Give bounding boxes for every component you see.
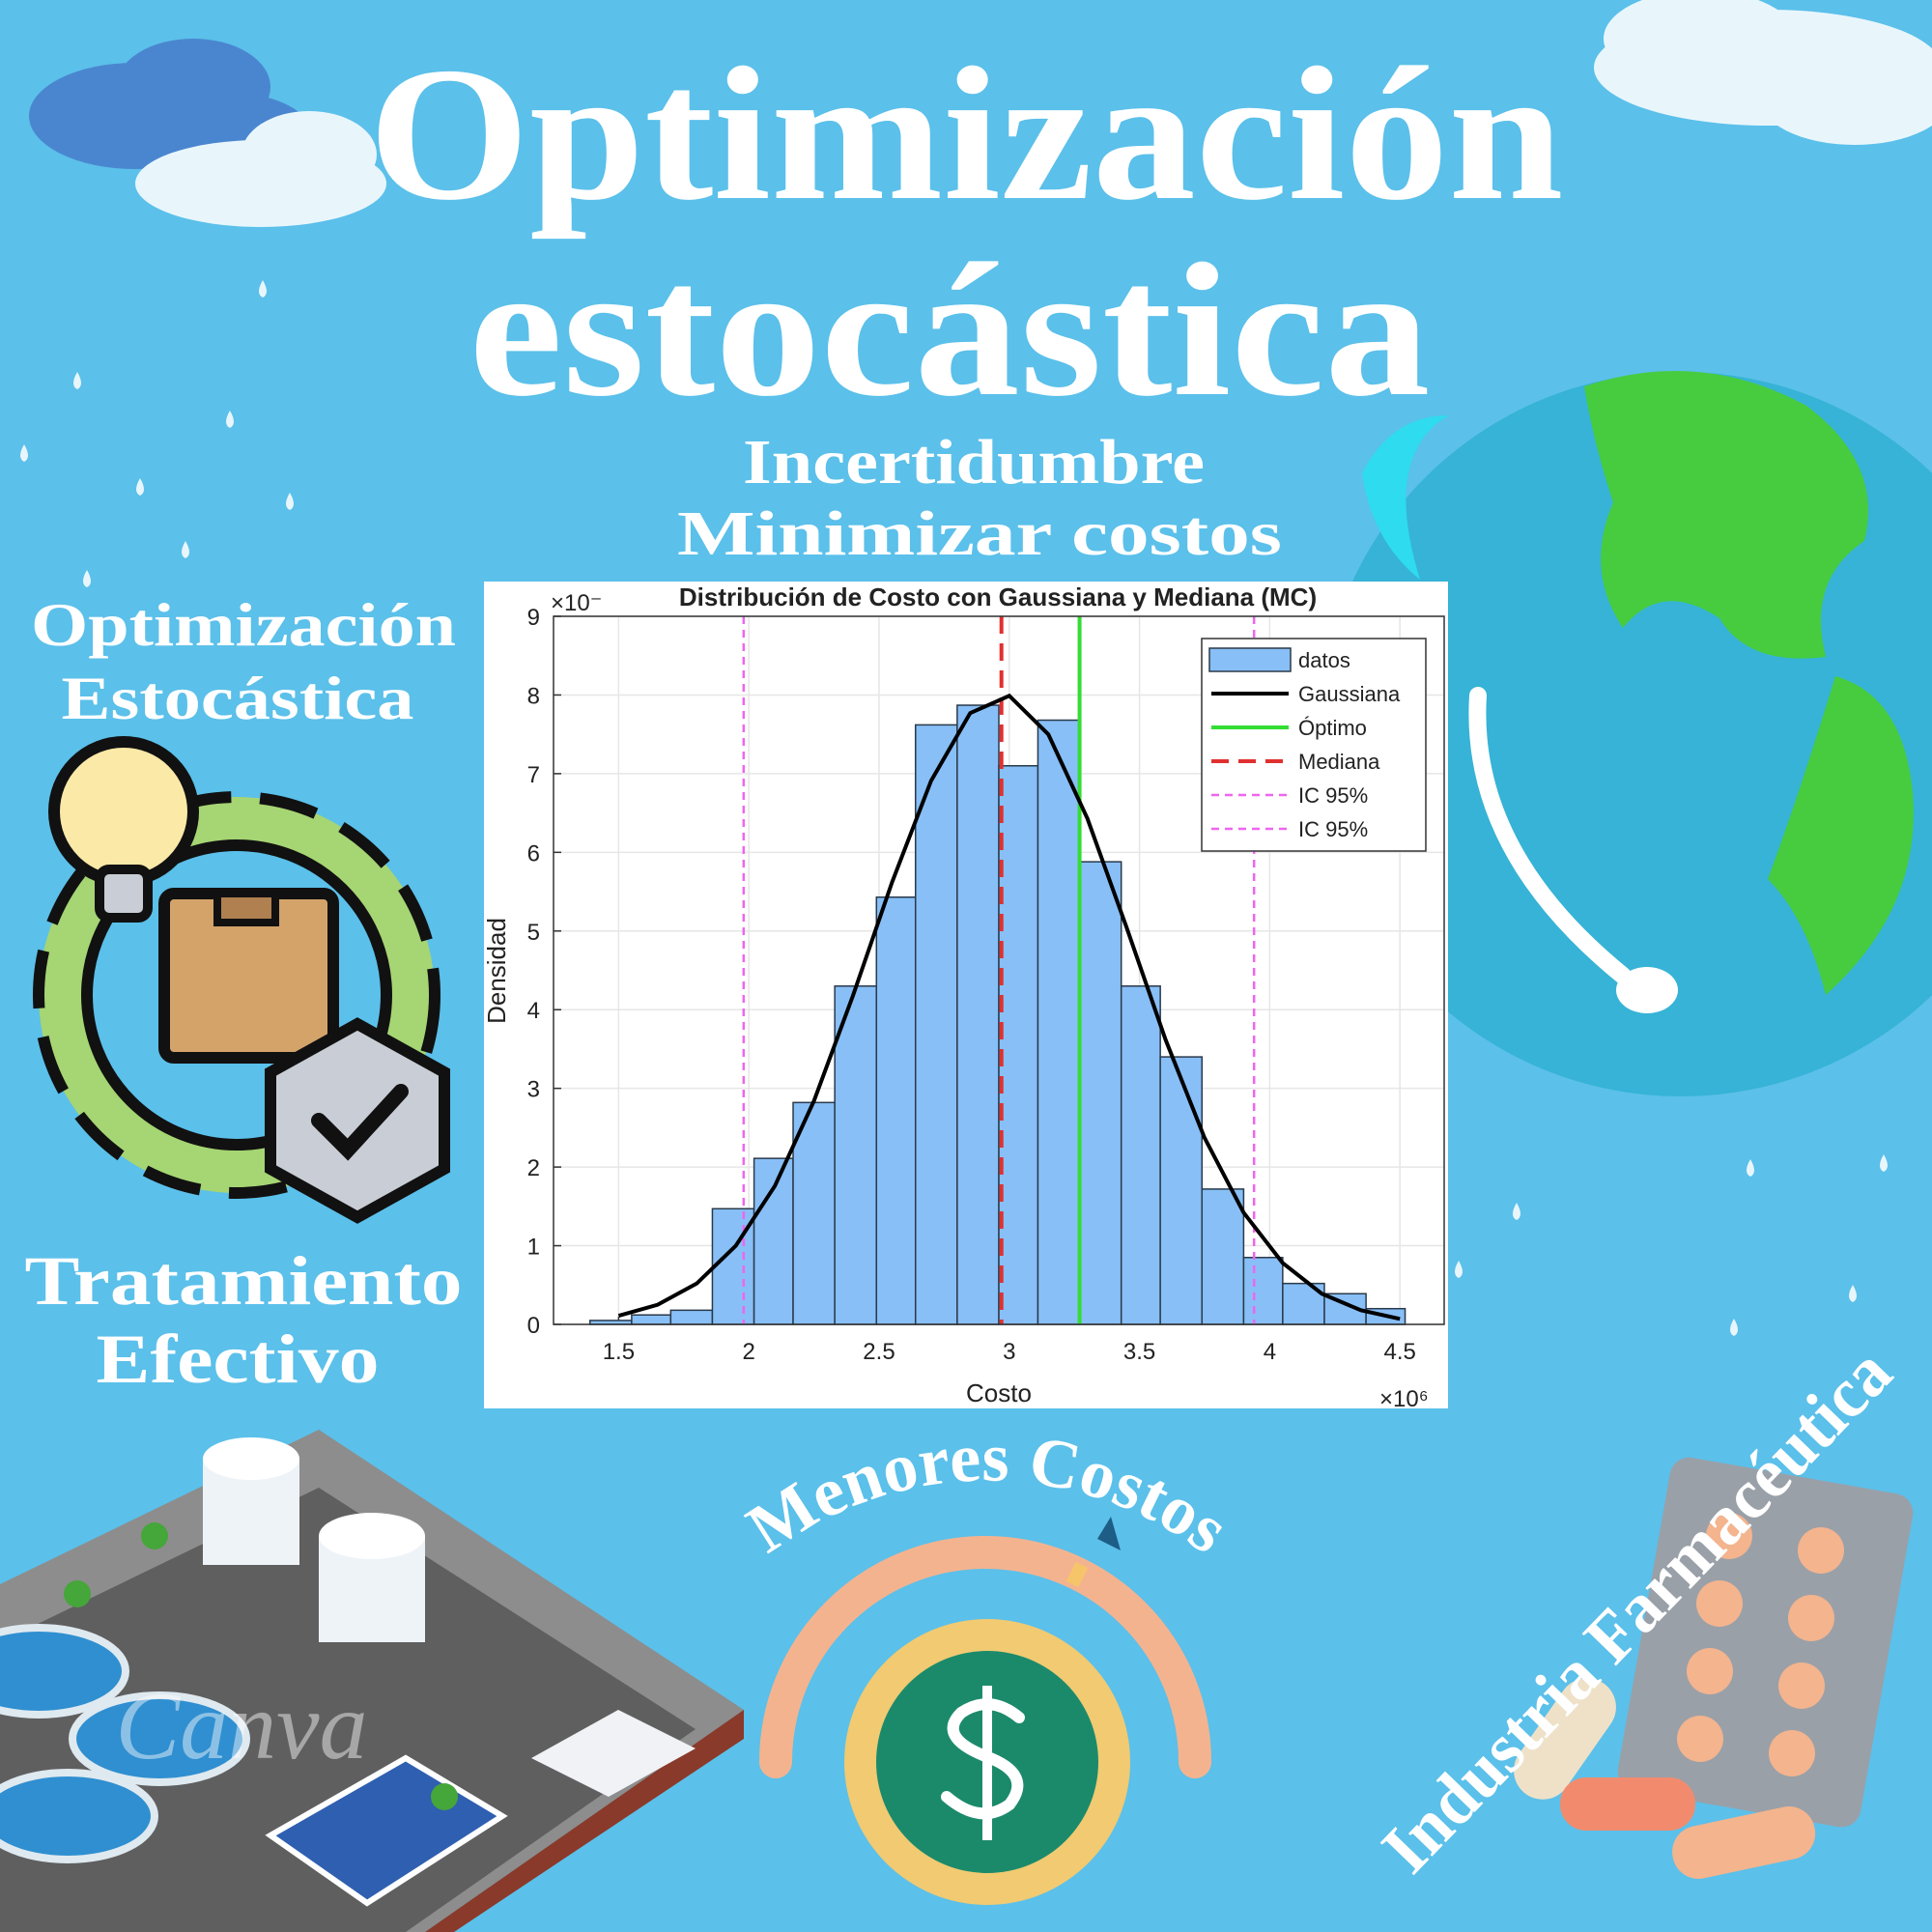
bar — [1037, 719, 1081, 1325]
axes-box — [553, 615, 1445, 1325]
y-tick-label: 1 — [527, 1235, 540, 1261]
clouds — [29, 0, 1932, 227]
x-tick-label: 2 — [743, 1339, 755, 1365]
rain-drops — [20, 280, 1888, 1336]
bar — [669, 1309, 714, 1325]
x-multiplier: ×10⁶ — [1379, 1386, 1429, 1412]
bar — [631, 1314, 672, 1325]
gauge-icon — [759, 1517, 1211, 1905]
watermark: Canva — [115, 1672, 367, 1779]
treatment-plant — [0, 1430, 744, 1932]
bar — [1242, 1257, 1284, 1325]
chart-title: Distribución de Costo con Gaussiana y Me… — [679, 582, 1317, 611]
chart: Distribución de Costo con Gaussiana y Me… — [482, 582, 1448, 1412]
bar — [914, 724, 958, 1325]
title-line: Optimización — [369, 28, 1564, 240]
bar — [956, 704, 1000, 1325]
x-tick-label: 1.5 — [603, 1339, 635, 1365]
legend-label: Óptimo — [1298, 716, 1367, 740]
legend-swatch — [1208, 647, 1292, 672]
x-tick-label: 3.5 — [1123, 1339, 1155, 1365]
left-heading: Optimización — [31, 590, 456, 659]
x-tick-label: 3 — [1003, 1339, 1015, 1365]
title-line: estocástica — [469, 224, 1431, 436]
y-tick-label: 8 — [527, 683, 540, 709]
legend-label: Mediana — [1298, 750, 1380, 774]
y-tick-label: 7 — [527, 762, 540, 788]
left-caption: Tratamiento — [25, 1242, 463, 1320]
bar — [753, 1157, 794, 1325]
bar — [1159, 1056, 1204, 1325]
y-tick-label: 9 — [527, 605, 540, 631]
legend-box — [1201, 638, 1427, 852]
bar — [1201, 1188, 1245, 1325]
legend-label: IC 95% — [1298, 817, 1368, 841]
pills — [1514, 1457, 1914, 1879]
y-tick-label: 3 — [527, 1077, 540, 1103]
earth — [1319, 371, 1932, 1096]
y-tick-label: 0 — [527, 1313, 540, 1339]
x-axis-label: Costo — [966, 1378, 1032, 1407]
bar — [834, 985, 878, 1325]
y-tick-label: 6 — [527, 840, 540, 867]
legend-label: Gaussiana — [1298, 682, 1401, 706]
y-multiplier: ×10⁻ — [551, 590, 602, 616]
y-axis-label: Densidad — [482, 918, 511, 1024]
gaussian-line — [617, 693, 1401, 1321]
y-tick-label: 4 — [527, 998, 540, 1024]
left-caption: Efectivo — [97, 1321, 380, 1398]
y-tick-label: 2 — [527, 1155, 540, 1181]
legend-label: IC 95% — [1298, 783, 1368, 808]
legend-label: datos — [1298, 648, 1350, 672]
subtitle-line: Incertidumbre — [743, 427, 1205, 497]
gear-icon — [33, 736, 450, 1224]
bar — [1078, 861, 1122, 1325]
x-tick-label: 4.5 — [1383, 1339, 1415, 1365]
bar — [1120, 985, 1161, 1325]
subtitle-line: Minimizar costos — [677, 498, 1282, 569]
bar — [875, 896, 917, 1325]
x-tick-label: 2.5 — [863, 1339, 895, 1365]
x-tick-label: 4 — [1264, 1339, 1276, 1365]
y-tick-label: 5 — [527, 920, 540, 946]
bar — [998, 764, 1039, 1325]
left-heading: Estocástica — [62, 664, 414, 732]
